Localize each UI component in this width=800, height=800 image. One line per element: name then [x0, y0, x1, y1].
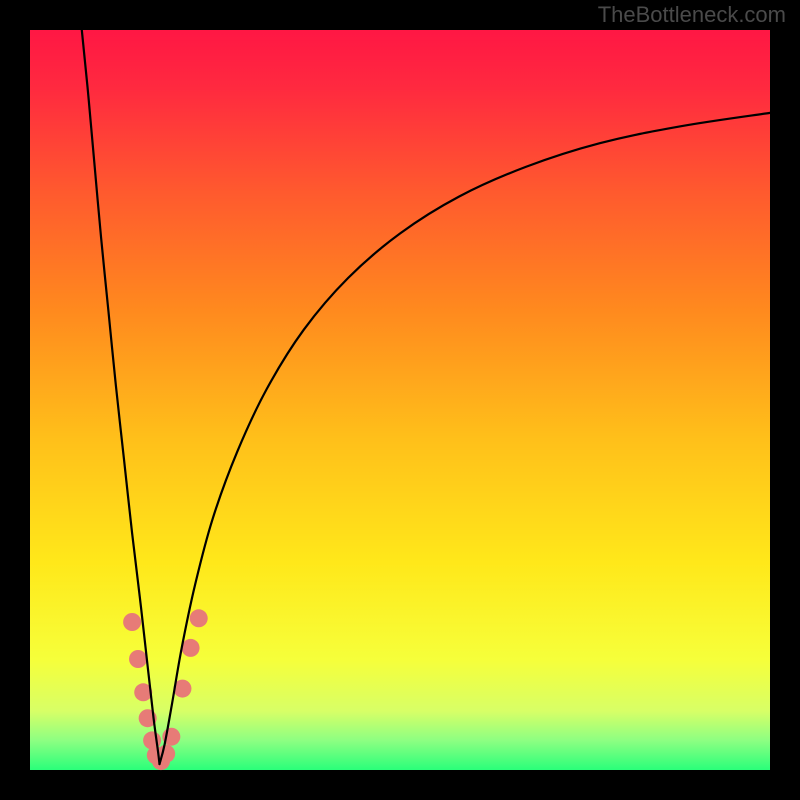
data-marker — [182, 639, 200, 657]
data-marker — [123, 613, 141, 631]
chart-container: TheBottleneck.com — [0, 0, 800, 800]
curve-right-branch — [160, 113, 771, 764]
attribution-watermark: TheBottleneck.com — [598, 2, 786, 28]
curve-left-branch — [82, 30, 160, 764]
data-marker — [190, 609, 208, 627]
data-marker — [129, 650, 147, 668]
bottleneck-curve — [30, 30, 770, 770]
plot-frame — [30, 30, 770, 770]
